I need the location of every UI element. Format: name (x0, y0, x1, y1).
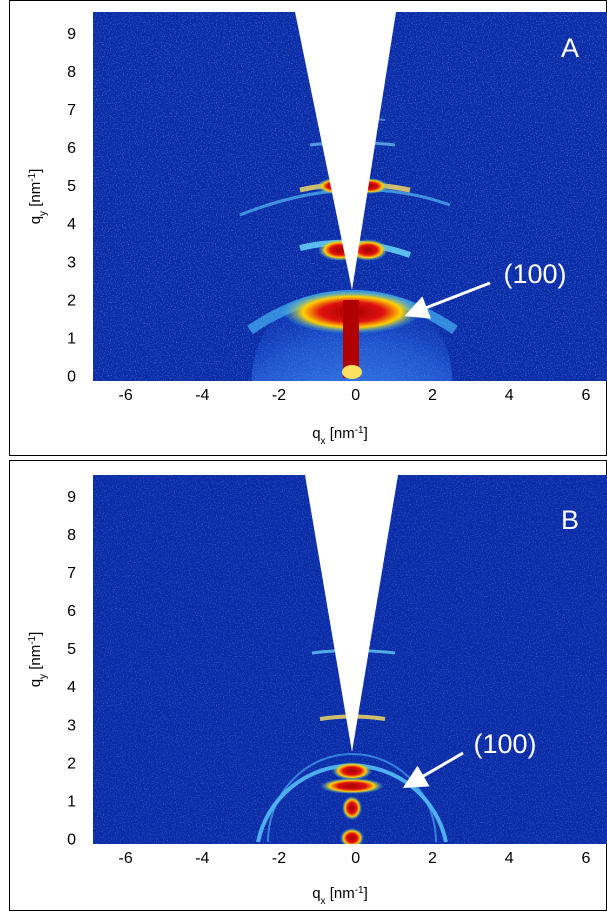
y-tick-label: 7 (67, 102, 76, 119)
x-tick-label: 6 (581, 387, 590, 404)
y-tick-label: 0 (67, 368, 76, 385)
y-tick-label: 5 (67, 178, 76, 195)
y-axis-label-part: -1 (27, 172, 38, 181)
x-axis-label-part: x (321, 896, 326, 907)
y-tick-label: 2 (67, 292, 76, 309)
annotation-arrow (402, 751, 464, 789)
x-tick-label: 2 (428, 387, 437, 404)
x-tick-label: 0 (351, 387, 360, 404)
y-axis-label: qy [nm-1] (27, 632, 49, 688)
y-axis-label-part: -1 (27, 635, 38, 644)
x-tick-label: 2 (428, 850, 437, 867)
annotation-arrow (404, 281, 491, 319)
panel-label: A (561, 33, 579, 63)
x-tick-label: -2 (272, 850, 286, 867)
annotation: (100) (473, 729, 536, 759)
y-tick-label: 3 (67, 717, 76, 734)
x-tick-label: -4 (195, 850, 209, 867)
y-axis-label-part: y (38, 211, 49, 216)
y-tick-label: 9 (67, 489, 76, 506)
panel-label: B (561, 505, 579, 535)
x-axis-label-part: ] (364, 425, 368, 442)
y-axis-label-part: q (27, 679, 44, 687)
y-tick-label: 3 (67, 254, 76, 271)
y-tick-label: 1 (67, 330, 76, 347)
annotation: (100) (503, 259, 566, 289)
x-axis-label-part: [nm (326, 885, 355, 902)
y-tick-label: 1 (67, 793, 76, 810)
x-axis-label-part: -1 (355, 425, 364, 436)
x-axis-label-part: q (312, 425, 320, 442)
scattering-image (93, 12, 607, 381)
y-axis-label-part: ] (27, 632, 44, 636)
y-tick-label: 0 (67, 831, 76, 848)
x-axis-label: qx [nm-1] (312, 885, 368, 907)
scattering-image (93, 475, 607, 844)
x-tick-label: -2 (272, 387, 286, 404)
y-tick-label: 6 (67, 140, 76, 157)
y-tick-label: 4 (67, 679, 76, 696)
y-tick-label: 7 (67, 565, 76, 582)
x-axis-label-part: x (321, 436, 326, 447)
x-tick-label: 0 (351, 850, 360, 867)
y-tick-label: 6 (67, 603, 76, 620)
y-axis-label: qy [nm-1] (27, 169, 49, 225)
x-tick-label: 6 (581, 850, 590, 867)
x-tick-label: -6 (118, 387, 132, 404)
y-tick-label: 4 (67, 216, 76, 233)
y-tick-label: 9 (67, 26, 76, 43)
y-tick-label: 2 (67, 755, 76, 772)
x-axis-label-part: -1 (355, 885, 364, 896)
x-axis-label-part: q (312, 885, 320, 902)
x-axis-label-part: [nm (326, 425, 355, 442)
x-axis-label-part: ] (364, 885, 368, 902)
y-axis-label-part: q (27, 216, 44, 224)
y-axis-label-part: [nm (27, 645, 44, 674)
y-tick-label: 8 (67, 527, 76, 544)
y-tick-label: 5 (67, 641, 76, 658)
y-axis-label-part: [nm (27, 182, 44, 211)
x-axis-label: qx [nm-1] (312, 425, 368, 447)
y-axis-label-part: y (38, 674, 49, 679)
x-tick-label: 4 (505, 387, 514, 404)
y-axis-label-part: ] (27, 169, 44, 173)
x-tick-label: -4 (195, 387, 209, 404)
x-tick-label: -6 (118, 850, 132, 867)
y-tick-label: 8 (67, 64, 76, 81)
x-tick-label: 4 (505, 850, 514, 867)
